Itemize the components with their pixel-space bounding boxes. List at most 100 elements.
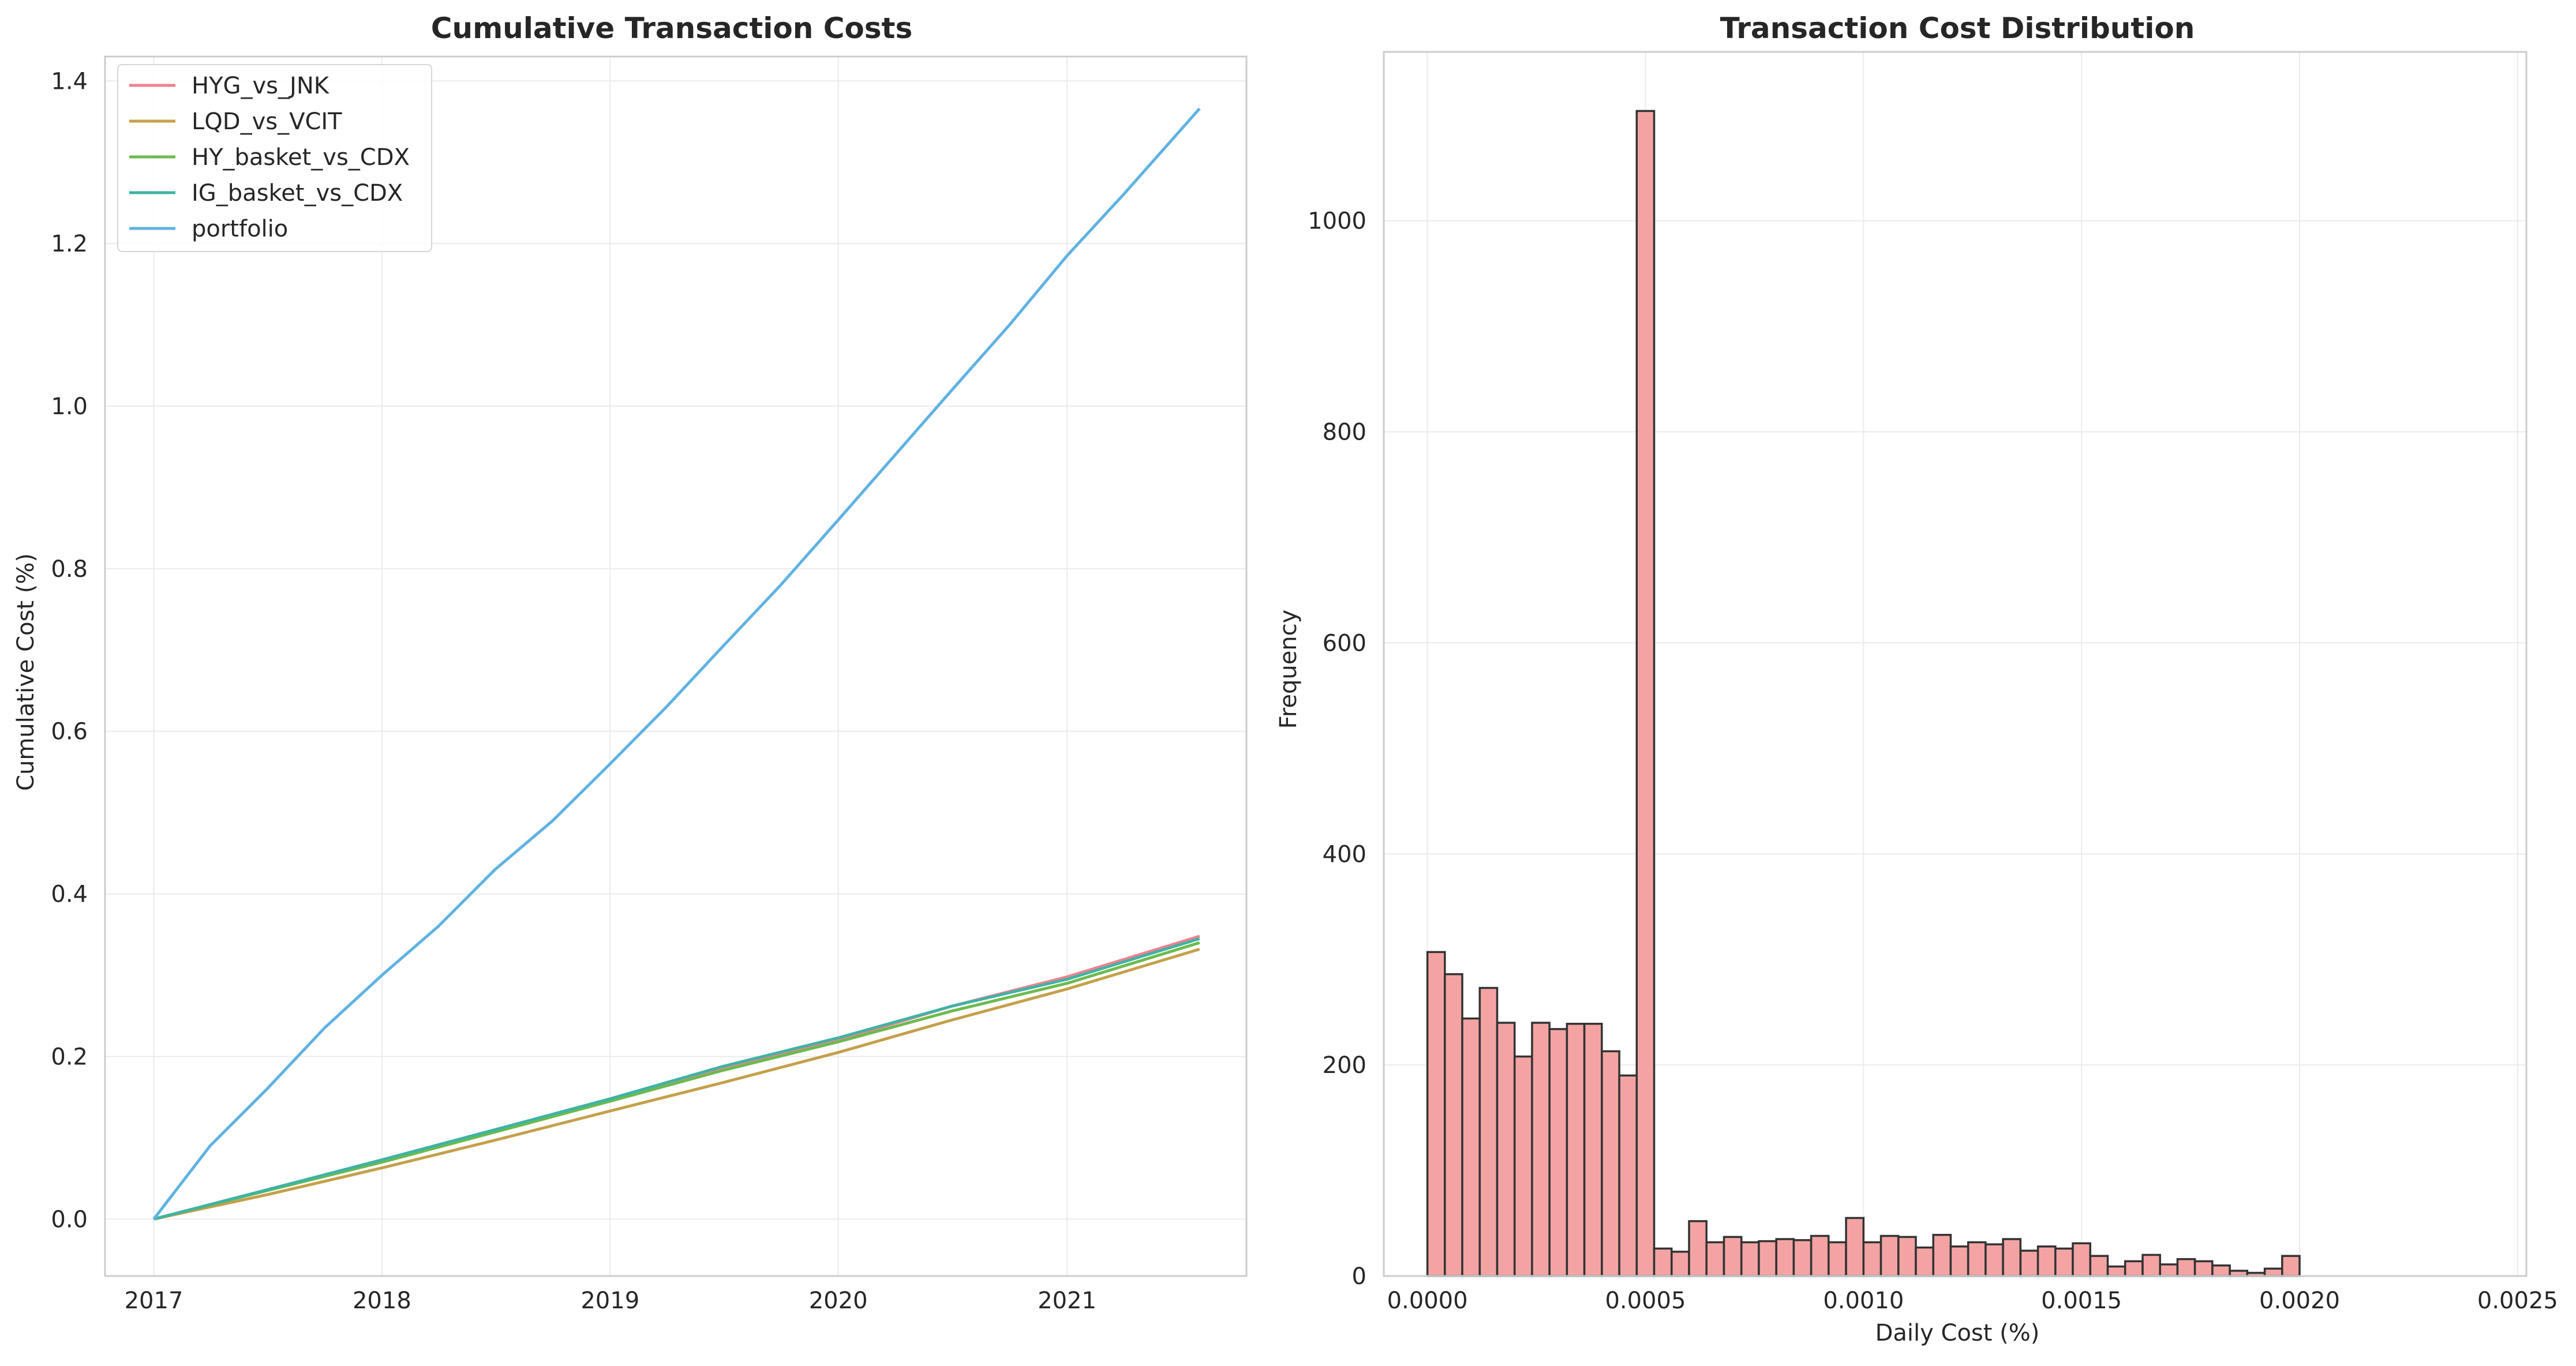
histogram-bar xyxy=(2036,1245,2057,1277)
left-y-tick-label: 1.4 xyxy=(51,68,88,95)
histogram-bar xyxy=(2019,1249,2039,1277)
legend-entry: IG_basket_vs_CDX xyxy=(192,180,403,207)
left-y-tick-label: 0.2 xyxy=(51,1044,88,1070)
left-y-tick-label: 1.0 xyxy=(51,393,88,420)
left-y-tick-labels: 0.0 0.2 0.4 0.6 0.8 1.0 1.2 1.4 xyxy=(51,68,88,1233)
cost-distribution-panel: 0.0000 0.0005 0.0010 0.0015 0.0020 0.0025 0 20… xyxy=(1275,12,2558,1346)
histogram-bar xyxy=(2263,1267,2283,1277)
histogram-bar xyxy=(1828,1241,1847,1277)
histogram-bar xyxy=(1705,1241,1725,1277)
left-x-tick-label: 2021 xyxy=(1038,1288,1096,1314)
series-line-hy-basket-vs-cdx xyxy=(153,941,1200,1221)
legend-entry: LQD_vs_VCIT xyxy=(192,108,342,135)
right-chart-title: Transaction Cost Distribution xyxy=(1720,12,2195,45)
left-y-tick-label: 0.0 xyxy=(51,1206,88,1233)
right-y-tick-labels: 0 200 400 600 800 1000 xyxy=(1308,208,1366,1290)
histogram-bar xyxy=(1792,1239,1813,1277)
histogram-bar xyxy=(2159,1263,2179,1277)
histogram-bars xyxy=(1426,110,2301,1277)
legend-box xyxy=(117,64,432,252)
legend: HYG_vs_JNK LQD_vs_VCIT HY_basket_vs_CDX IG_… xyxy=(117,64,432,252)
histogram-bar xyxy=(1601,1050,1620,1277)
left-x-tick-label: 2018 xyxy=(353,1288,411,1314)
right-y-tick-label: 1000 xyxy=(1308,208,1366,235)
series-line-ig-basket-vs-cdx xyxy=(153,937,1200,1221)
histogram-bar xyxy=(2072,1242,2091,1277)
left-x-tick-label: 2020 xyxy=(809,1288,868,1314)
histogram-bar xyxy=(2002,1238,2022,1277)
histogram-bar xyxy=(1897,1236,1917,1277)
left-y-tick-label: 0.8 xyxy=(51,556,88,583)
left-chart-title: Cumulative Transaction Costs xyxy=(431,12,912,45)
left-y-tick-label: 0.4 xyxy=(51,881,88,908)
histogram-bar xyxy=(1758,1240,1777,1277)
histogram-bar xyxy=(1478,986,1499,1277)
histogram-bar xyxy=(1548,1028,1568,1277)
histogram-bar xyxy=(1496,1022,1516,1277)
right-y-axis-label: Frequency xyxy=(1275,610,1302,729)
right-x-tick-label: 0.0025 xyxy=(2477,1288,2558,1314)
histogram-bar xyxy=(1949,1245,1970,1277)
histogram-bar xyxy=(1653,1247,1673,1277)
legend-entry: HYG_vs_JNK xyxy=(192,73,330,99)
histogram-bar xyxy=(2141,1254,2161,1277)
histogram-bar xyxy=(2054,1247,2074,1277)
left-axes-frame xyxy=(104,55,1248,1277)
legend-entry: portfolio xyxy=(192,216,288,242)
histogram-bar xyxy=(2176,1258,2196,1277)
right-y-tick-label: 400 xyxy=(1323,841,1366,868)
histogram-bar xyxy=(2089,1255,2109,1277)
histogram-bar xyxy=(1879,1234,1900,1277)
right-x-tick-label: 0.0010 xyxy=(1823,1288,1904,1314)
left-x-tick-label: 2017 xyxy=(125,1288,184,1314)
histogram-bar xyxy=(1775,1238,1795,1277)
right-y-tick-label: 800 xyxy=(1323,419,1366,446)
histogram-bar xyxy=(1915,1246,1934,1277)
histogram-bar xyxy=(1688,1220,1708,1277)
left-y-tick-label: 1.2 xyxy=(51,231,88,257)
left-y-axis-label: Cumulative Cost (%) xyxy=(13,553,39,791)
histogram-bar xyxy=(1862,1241,1882,1277)
histogram-bar xyxy=(1740,1241,1760,1277)
histogram-bar xyxy=(2281,1255,2301,1277)
right-x-tick-label: 0.0000 xyxy=(1387,1288,1468,1314)
histogram-bar xyxy=(1845,1217,1865,1277)
histogram-bar xyxy=(1444,973,1463,1277)
histogram-bar xyxy=(1531,1022,1551,1277)
histogram-bar xyxy=(1967,1241,1987,1277)
right-x-tick-label: 0.0020 xyxy=(2259,1288,2340,1314)
histogram-bar xyxy=(2211,1264,2231,1277)
right-x-tick-label: 0.0015 xyxy=(2041,1288,2122,1314)
right-axes-frame xyxy=(1383,51,2528,1277)
histogram-bar xyxy=(1513,1055,1533,1277)
right-x-axis-label: Daily Cost (%) xyxy=(1875,1320,2040,1346)
histogram-bar xyxy=(1583,1023,1603,1277)
series-line-lqd-vs-vcit xyxy=(153,948,1200,1221)
right-x-tick-label: 0.0005 xyxy=(1605,1288,1686,1314)
histogram-bar xyxy=(1618,1074,1638,1277)
histogram-bar xyxy=(1635,110,1656,1277)
left-gridlines xyxy=(105,57,1246,1276)
left-x-tick-labels: 2017 2018 2019 2020 2021 xyxy=(125,1288,1096,1314)
right-y-tick-label: 0 xyxy=(1352,1263,1366,1290)
legend-entry: HY_basket_vs_CDX xyxy=(192,144,410,171)
histogram-bar xyxy=(1566,1023,1586,1277)
histogram-bar xyxy=(2106,1265,2126,1277)
histogram-bar xyxy=(1932,1233,1952,1277)
cumulative-costs-panel: 2017 2018 2019 2020 2021 0.0 0.2 0.4 0.6 0.8 1.0 1… xyxy=(13,12,1248,1314)
histogram-bar xyxy=(1671,1251,1690,1277)
right-x-tick-labels: 0.0000 0.0005 0.0010 0.0015 0.0020 0.0025 xyxy=(1387,1288,2558,1314)
right-y-tick-label: 600 xyxy=(1323,630,1366,656)
right-y-tick-label: 200 xyxy=(1323,1052,1366,1079)
left-y-tick-label: 0.6 xyxy=(51,719,88,745)
histogram-bar xyxy=(2193,1260,2214,1277)
histogram-bar xyxy=(2124,1260,2144,1277)
left-x-tick-label: 2019 xyxy=(581,1288,639,1314)
histogram-bar xyxy=(1985,1243,2004,1277)
series-line-portfolio xyxy=(152,107,1201,1220)
histogram-bar xyxy=(1810,1234,1830,1277)
histogram-bar xyxy=(1723,1236,1743,1277)
histogram-bar xyxy=(1426,951,1446,1277)
histogram-bar xyxy=(1461,1017,1481,1277)
